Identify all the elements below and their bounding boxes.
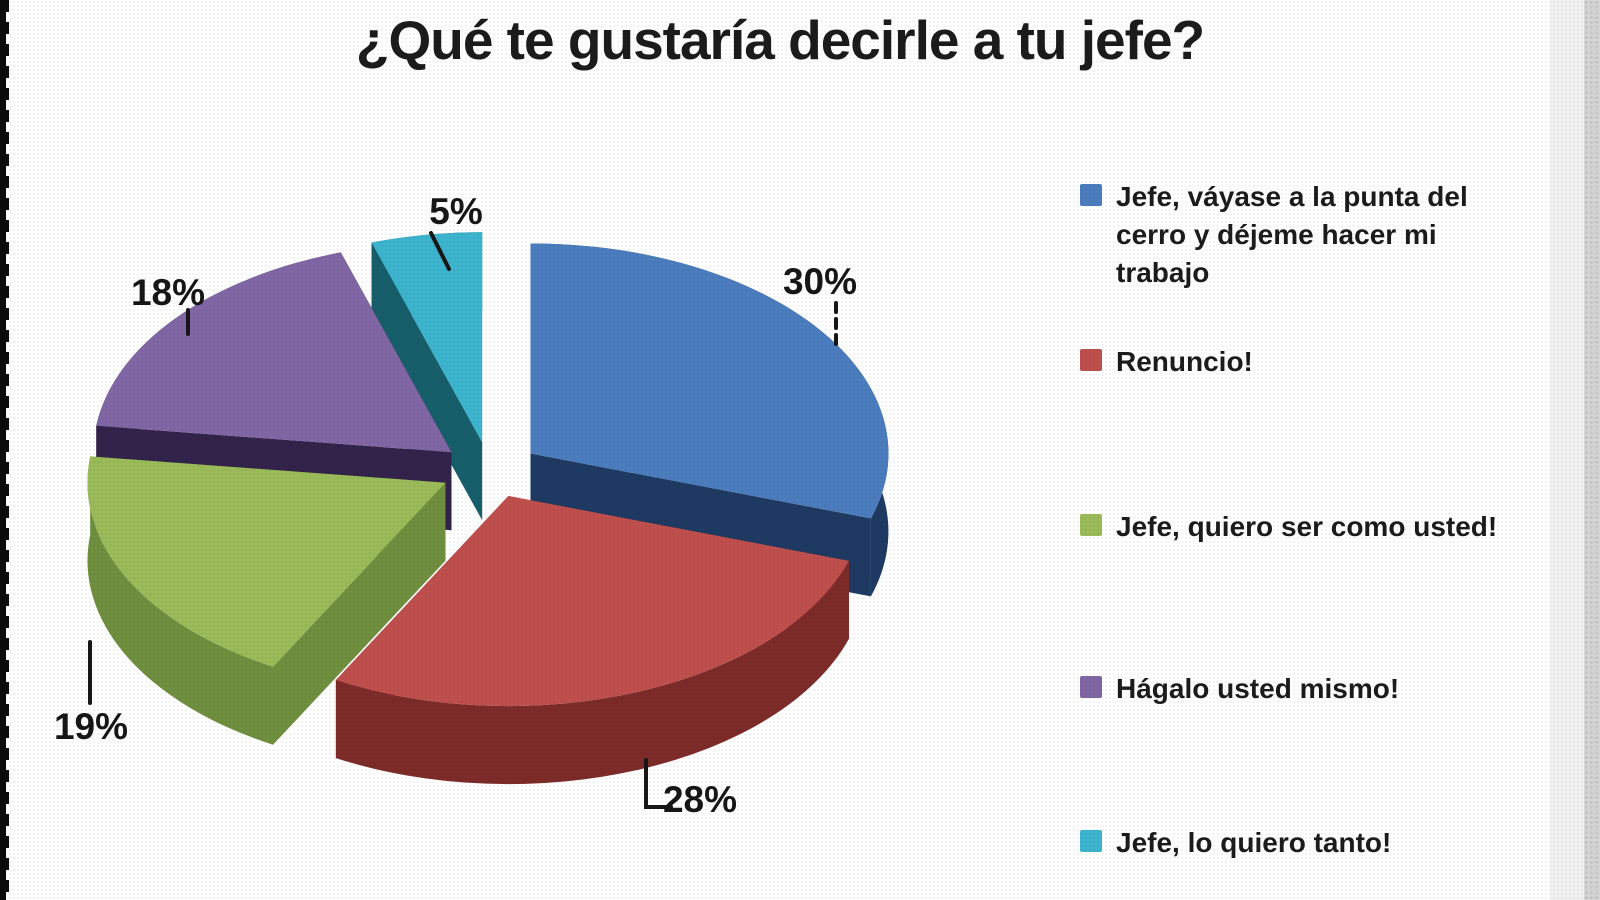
- legend-item-renuncio: Renuncio!: [1080, 343, 1520, 381]
- legend-item-label: Jefe, váyase a la punta del cerro y déje…: [1116, 181, 1468, 288]
- legend-item-hagalo-usted-mismo: Hágalo usted mismo!: [1080, 670, 1520, 708]
- pct-label-18: 18%: [130, 272, 206, 313]
- leader-line-5pct: [429, 231, 451, 271]
- pct-label-28: 28%: [662, 779, 738, 820]
- pie-slice-hagalo-usted-mismo-top: [96, 252, 452, 453]
- legend-item-quiero-ser-como-usted: Jefe, quiero ser como usted!: [1080, 508, 1520, 546]
- pie-slice-quiero-ser-como-usted-top: [87, 456, 446, 667]
- scan-edge-left: [0, 0, 10, 900]
- legend-item-label: Jefe, lo quiero tanto!: [1116, 827, 1392, 858]
- leader-line-28pct: [644, 758, 673, 809]
- legend-item-label: Hágalo usted mismo!: [1116, 673, 1400, 704]
- legend-swatch-blue: [1080, 184, 1102, 206]
- legend-item-lo-quiero-tanto: Jefe, lo quiero tanto!: [1080, 824, 1520, 862]
- legend-swatch-cyan: [1080, 830, 1102, 852]
- scan-edge-right-band: [1584, 0, 1600, 900]
- chart-title: ¿Qué te gustaría decirle a tu jefe?: [355, 9, 1205, 71]
- pie-slice-renuncio-rim: [335, 560, 849, 785]
- leader-lines: [88, 231, 838, 809]
- legend-swatch-red: [1080, 349, 1102, 371]
- pct-label-5: 5%: [429, 191, 483, 232]
- pie-tops-group: [87, 232, 889, 707]
- legend-swatch-green: [1080, 514, 1102, 536]
- legend-item-vayase-punta-cerro: Jefe, váyase a la punta del cerro y déje…: [1080, 178, 1520, 292]
- legend-item-label: Jefe, quiero ser como usted!: [1116, 511, 1498, 542]
- legend-swatch-purple: [1080, 676, 1102, 698]
- legend: Jefe, váyase a la punta del cerro y déje…: [1080, 0, 1540, 900]
- pie-slice-vayase-punta-cerro-top: [530, 243, 889, 519]
- pct-label-30: 30%: [782, 261, 858, 302]
- pct-label-19: 19%: [53, 706, 129, 747]
- legend-item-label: Renuncio!: [1116, 346, 1253, 377]
- pie-slice-renuncio-top: [335, 496, 849, 707]
- scan-edge-right-soft: [1550, 0, 1584, 900]
- pie-slice-lo-quiero-tanto-top: [371, 232, 483, 443]
- pie-slice-quiero-ser-como-usted-rim: [87, 456, 274, 745]
